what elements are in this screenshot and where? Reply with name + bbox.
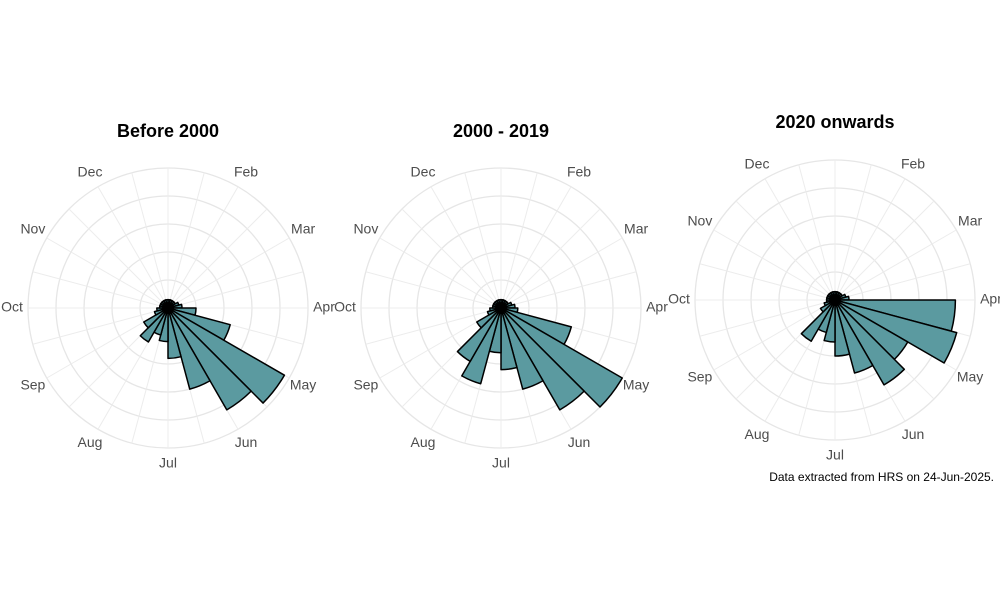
- month-label: Feb: [567, 164, 591, 180]
- grid-spoke: [500, 271, 637, 309]
- bar: [456, 307, 502, 363]
- month-label: Sep: [353, 377, 378, 393]
- polar-chart: 2020 onwards Feb Mar Apr May Jun Jul Aug Sep Oct N…: [668, 112, 1000, 463]
- grid-spoke: [32, 307, 169, 345]
- grid-spoke: [131, 172, 169, 309]
- month-label: Sep: [20, 377, 45, 393]
- grid-spoke: [430, 186, 502, 309]
- month-label: Dec: [411, 164, 436, 180]
- month-label: Jun: [235, 434, 258, 450]
- chart-title: 2020 onwards: [775, 112, 894, 132]
- month-label: Dec: [78, 164, 103, 180]
- month-label: Apr: [980, 291, 1000, 307]
- grid-spoke: [764, 178, 836, 301]
- chart-title: Before 2000: [117, 121, 219, 141]
- month-label: Oct: [334, 299, 356, 315]
- month-label: Jun: [902, 426, 925, 442]
- month-label: Apr: [313, 299, 335, 315]
- bar: [834, 299, 874, 374]
- bar: [500, 307, 544, 390]
- grid-spoke: [167, 208, 268, 309]
- grid-spoke: [713, 299, 836, 371]
- month-label: Jul: [826, 447, 844, 463]
- bar: [834, 299, 851, 357]
- grid-spoke: [500, 208, 601, 309]
- month-label: Mar: [291, 221, 315, 237]
- bar: [500, 307, 623, 408]
- grid-spoke: [735, 200, 836, 301]
- grid-spoke: [500, 172, 538, 309]
- bar: [834, 299, 958, 364]
- month-label: Dec: [745, 156, 770, 172]
- polar-chart: 2000 - 2019 Feb Mar Apr May Jun Jul Aug Sep Oct No…: [334, 121, 668, 471]
- bar: [167, 307, 286, 404]
- grid-spoke: [699, 263, 836, 301]
- month-label: Mar: [624, 221, 648, 237]
- grid-spoke: [46, 237, 169, 309]
- grid-spoke: [32, 271, 169, 309]
- month-label: Feb: [901, 156, 925, 172]
- bar: [167, 307, 211, 390]
- month-label: Apr: [646, 299, 668, 315]
- grid-spoke: [379, 237, 502, 309]
- grid-spoke: [365, 271, 502, 309]
- month-label: May: [623, 377, 649, 393]
- month-label: Jun: [568, 434, 591, 450]
- grid-spoke: [401, 208, 502, 309]
- month-label: Sep: [687, 369, 712, 385]
- grid-spoke: [834, 229, 957, 301]
- grid-spoke: [167, 172, 205, 309]
- bar: [476, 307, 502, 329]
- bar: [167, 307, 182, 360]
- month-label: Nov: [20, 221, 45, 237]
- month-label: Oct: [1, 299, 23, 315]
- bar: [165, 298, 169, 309]
- grid-spoke: [167, 271, 304, 309]
- bar: [143, 307, 169, 329]
- month-label: Aug: [745, 426, 770, 442]
- bar: [167, 307, 252, 411]
- bar: [500, 307, 585, 411]
- grid-spoke: [834, 164, 872, 301]
- grid-spoke: [167, 237, 290, 309]
- bar: [832, 290, 836, 301]
- caption: Data extracted from HRS on 24-Jun-2025.: [769, 470, 994, 484]
- month-label: Feb: [234, 164, 258, 180]
- month-label: Nov: [687, 213, 712, 229]
- grid-spoke: [365, 307, 502, 345]
- month-label: May: [290, 377, 316, 393]
- month-label: Nov: [353, 221, 378, 237]
- bar: [500, 307, 518, 371]
- bar: [498, 298, 502, 309]
- grid-spoke: [699, 299, 836, 337]
- polar-chart: Before 2000 Feb Mar Apr May Jun Jul Aug Sep Oct No…: [1, 121, 335, 471]
- bar: [153, 307, 169, 316]
- month-label: Oct: [668, 291, 690, 307]
- grid-spoke: [68, 208, 169, 309]
- month-label: Jul: [492, 455, 510, 471]
- chart-title: 2000 - 2019: [453, 121, 549, 141]
- month-label: Aug: [411, 434, 436, 450]
- bar: [461, 307, 502, 385]
- grid-spoke: [500, 186, 572, 309]
- bar: [139, 307, 169, 343]
- month-label: Jul: [159, 455, 177, 471]
- bar: [800, 299, 836, 342]
- grid-spoke: [464, 172, 502, 309]
- bar: [819, 299, 836, 313]
- grid-spoke: [167, 186, 239, 309]
- grid-spoke: [834, 200, 935, 301]
- bar: [834, 299, 906, 386]
- month-label: Aug: [78, 434, 103, 450]
- grid-spoke: [97, 186, 169, 309]
- month-label: May: [957, 369, 983, 385]
- bar: [486, 307, 502, 316]
- grid-spoke: [500, 237, 623, 309]
- grid-spoke: [798, 164, 836, 301]
- grid-spoke: [834, 263, 971, 301]
- month-label: Mar: [958, 213, 982, 229]
- grid-spoke: [834, 178, 906, 301]
- grid-spoke: [713, 229, 836, 301]
